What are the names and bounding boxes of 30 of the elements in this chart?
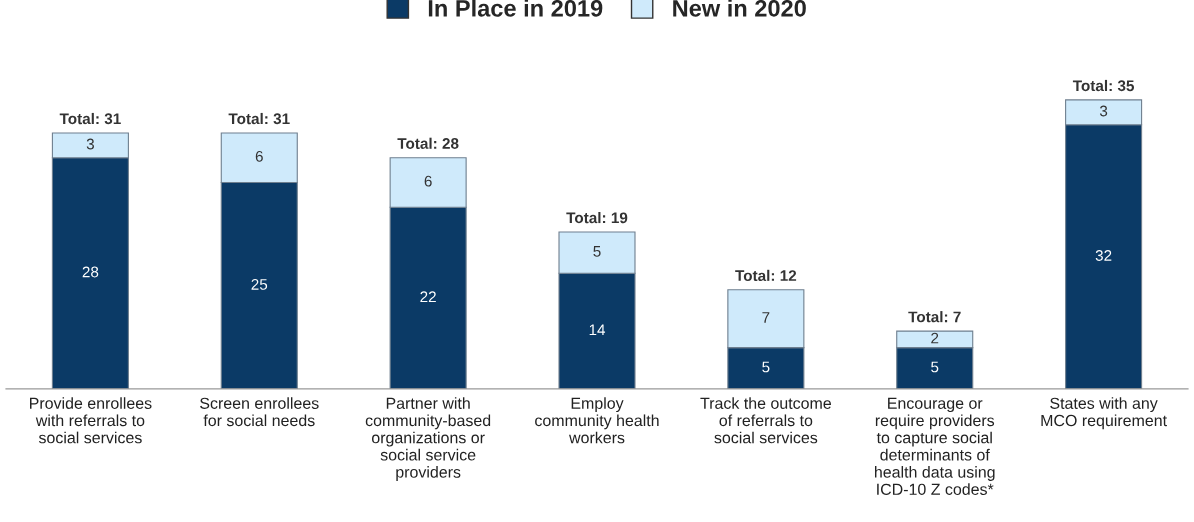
data-label: 3 bbox=[1099, 105, 1108, 117]
total-label: Total: 35 bbox=[1072, 79, 1135, 92]
x-tick-label: Track the outcome of referrals to social services bbox=[700, 397, 831, 444]
legend-label: In Place in 2019 bbox=[428, 0, 603, 17]
x-tick-label: Provide enrollees with referrals to social services bbox=[30, 397, 152, 444]
total-label: Total: 28 bbox=[397, 137, 459, 149]
x-tick-label: States with any MCO requirement bbox=[1041, 397, 1167, 430]
legend-label: New in 2020 bbox=[673, 0, 806, 17]
data-label: 2 bbox=[931, 332, 939, 344]
data-label: 3 bbox=[86, 138, 94, 150]
total-label: Total: 31 bbox=[228, 112, 290, 125]
data-label: 6 bbox=[424, 175, 432, 187]
data-label: 28 bbox=[82, 266, 99, 278]
total-label: Total: 12 bbox=[735, 269, 797, 282]
x-tick-label: Partner with community-based organizations or social service providers bbox=[365, 397, 491, 481]
data-label: 22 bbox=[420, 291, 436, 303]
total-label: Total: 31 bbox=[59, 112, 121, 125]
total-label: Total: 7 bbox=[908, 311, 961, 323]
data-label: 14 bbox=[589, 324, 606, 336]
x-tick-label: Employ community health workers bbox=[535, 397, 659, 444]
data-label: 25 bbox=[251, 278, 268, 290]
data-label: 6 bbox=[255, 151, 263, 162]
x-tick-label: Screen enrollees for social needs bbox=[200, 397, 319, 427]
data-label: 5 bbox=[762, 361, 770, 373]
total-label: Total: 19 bbox=[566, 212, 628, 224]
data-label: 7 bbox=[762, 312, 770, 323]
x-tick-label: Encourage or require providers to capture social determinants of health data using ICD-10 Z codes* bbox=[875, 397, 995, 495]
data-label: 32 bbox=[1095, 250, 1112, 261]
data-label: 5 bbox=[593, 246, 601, 257]
data-label: 5 bbox=[931, 361, 939, 373]
